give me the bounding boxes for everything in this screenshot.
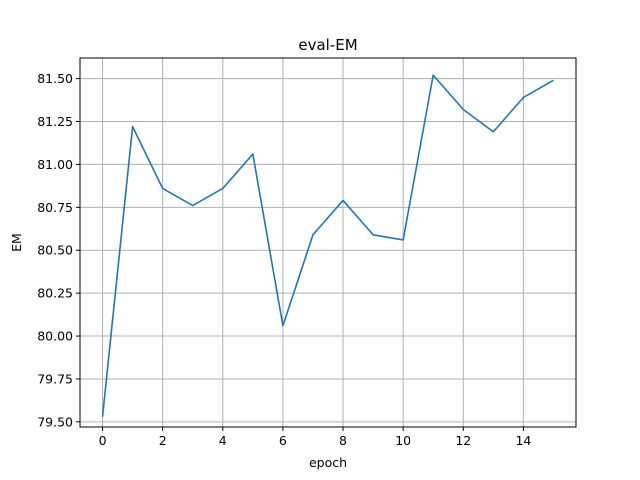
x-tick-label: 2 [159,433,167,448]
y-tick-label: 81.00 [37,157,73,172]
x-tick-label: 6 [279,433,287,448]
series-line [101,74,554,417]
x-axis-ticks: 0 2 4 6 8 10 12 14 [99,427,531,448]
y-tick-label: 80.50 [37,243,73,258]
x-tick-label: 0 [99,433,107,448]
grid [80,58,576,427]
y-tick-label: 80.25 [37,286,73,301]
y-tick-label: 81.50 [37,71,73,86]
x-tick-label: 4 [219,433,227,448]
chart-title: eval-EM [298,36,357,54]
plot-frame [79,57,577,428]
x-tick-label: 10 [395,433,411,448]
x-tick-label: 8 [339,433,347,448]
x-axis-label: epoch [309,455,347,470]
y-tick-label: 80.75 [37,200,73,215]
x-tick-label: 14 [515,433,531,448]
y-axis-ticks: 79.50 79.75 80.00 80.25 80.50 80.75 81.00 81.25… [37,71,80,429]
x-tick-label: 12 [455,433,471,448]
y-tick-label: 79.50 [37,414,73,429]
y-axis-label: EM [9,233,24,252]
y-tick-label: 80.00 [37,329,73,344]
y-tick-label: 79.75 [37,371,73,386]
y-tick-label: 81.25 [37,114,73,129]
series-layer [101,74,554,417]
